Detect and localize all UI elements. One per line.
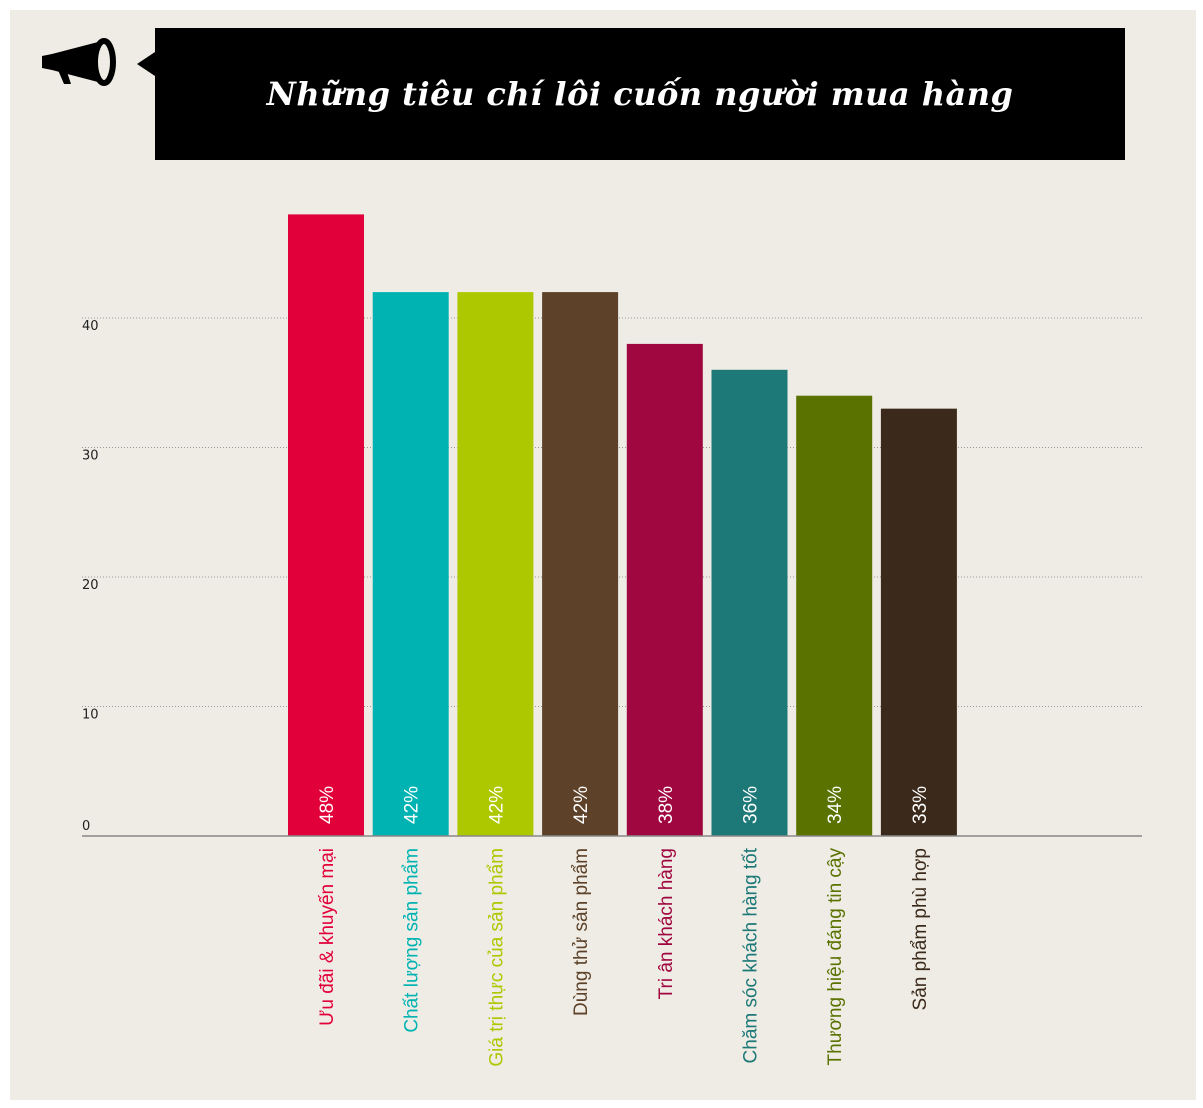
data-label: 33%: [910, 786, 931, 824]
data-label: 42%: [571, 786, 592, 824]
data-label: 38%: [656, 786, 677, 824]
category-label: Ưu đãi & khuyến mại: [317, 848, 338, 1026]
bar: [626, 343, 703, 836]
bar: [880, 408, 957, 836]
bar: [457, 292, 534, 837]
bar: [711, 369, 788, 836]
data-label: 34%: [825, 786, 846, 824]
category-label: Sản phẩm phù hợp: [910, 848, 931, 1010]
data-label: 42%: [486, 786, 507, 824]
bar: [288, 214, 364, 836]
y-tick-label: 20: [82, 578, 99, 593]
megaphone-icon: [42, 38, 116, 86]
category-label: Chất lượng sản phẩm: [402, 848, 423, 1033]
bar: [372, 292, 449, 837]
y-tick-label: 30: [82, 449, 99, 464]
data-label: 48%: [317, 786, 338, 824]
y-tick-label: 10: [82, 708, 99, 723]
chart-title: Những tiêu chí lôi cuốn người mua hàng: [266, 75, 1014, 113]
category-label: Chăm sóc khách hàng tốt: [741, 847, 762, 1063]
category-label: Tri ân khách hàng: [656, 848, 677, 999]
category-label: Dùng thử sản phẩm: [571, 848, 592, 1016]
bar: [796, 395, 873, 836]
data-label: 36%: [741, 786, 762, 824]
y-tick-label: 40: [82, 319, 99, 334]
title-banner: Những tiêu chí lôi cuốn người mua hàng: [137, 28, 1125, 160]
category-label: Thương hiệu đáng tin cậy: [825, 848, 846, 1066]
category-label: Giá trị thực của sản phẩm: [486, 848, 507, 1067]
y-tick-label: 0: [82, 819, 90, 834]
bar: [542, 292, 619, 837]
data-label: 42%: [402, 786, 423, 824]
